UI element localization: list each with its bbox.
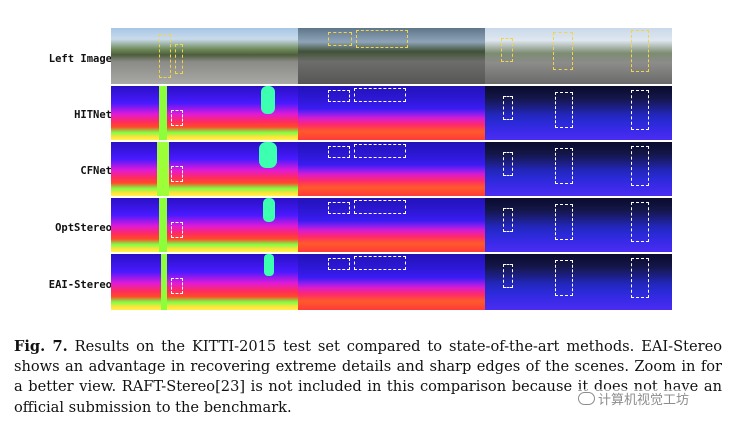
hitnet-disparity-scene-3 [485,86,672,140]
cfnet-disparity-scene-3 [485,142,672,196]
figure-caption: Fig. 7. Results on the KITTI-2015 test s… [14,337,722,418]
eai-stereo-disparity-scene-2 [298,254,485,310]
row-label-eai-stereo: EAI-Stereo [48,279,112,291]
figure-number: Fig. 7. [14,338,68,355]
hitnet-disparity-scene-1 [111,86,298,140]
cfnet-disparity-scene-1 [111,142,298,196]
row-label-left-image: Left Image [48,53,112,65]
watermark: 计算机视觉工坊 [576,389,692,408]
left-image-scene-3 [485,28,672,84]
optstereo-disparity-scene-2 [298,198,485,252]
left-image-scene-2 [298,28,485,84]
result-figure: Left Image HITNet CFNet OptStereo EAI-St… [48,28,672,310]
watermark-text: 计算机视觉工坊 [598,393,690,408]
eai-stereo-disparity-scene-3 [485,254,672,310]
row-label-optstereo: OptStereo [55,222,112,234]
hitnet-disparity-scene-2 [298,86,485,140]
left-image-scene-1 [111,28,298,84]
row-label-hitnet: HITNet [74,109,112,121]
caption-text: Results on the KITTI-2015 test set compa… [14,338,722,416]
wechat-icon [578,392,595,405]
row-label-cfnet: CFNet [80,165,112,177]
cfnet-disparity-scene-2 [298,142,485,196]
optstereo-disparity-scene-3 [485,198,672,252]
eai-stereo-disparity-scene-1 [111,254,298,310]
optstereo-disparity-scene-1 [111,198,298,252]
